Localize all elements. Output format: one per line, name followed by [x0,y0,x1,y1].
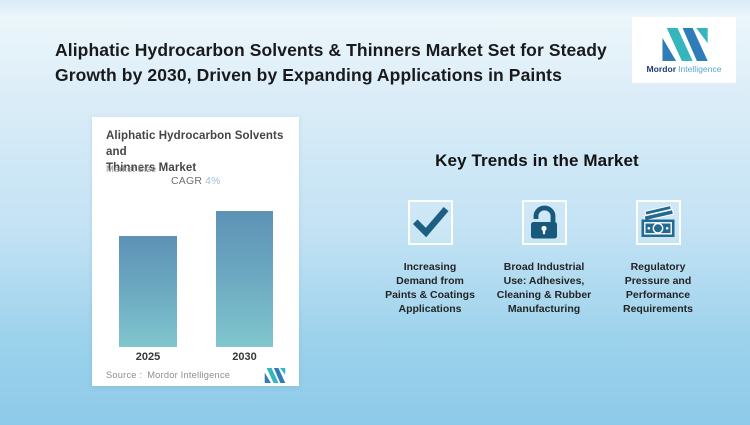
chart-card-title: Aliphatic Hydrocarbon Solvents and Thinn… [106,128,299,176]
trend-text-industrial-use: Broad Industrial Use: Adhesives, Cleanin… [496,261,592,315]
open-lock-icon [531,205,557,238]
x-tick-2030: 2030 [232,351,257,363]
checkmark-icon [412,206,449,237]
chart-card-title-line-1: Aliphatic Hydrocarbon Solvents and [106,130,284,158]
page-title-line-1: Aliphatic Hydrocarbon Solvents & Thinner… [55,40,607,60]
chart-card-subtitle: Market Size [106,164,157,175]
checkmark-icon-box [407,200,453,245]
cagr-value: 4% [205,175,221,187]
mordor-logo-mini-icon [264,367,286,383]
source-value: Mordor Intelligence [147,370,231,380]
banknotes-icon [641,204,675,237]
mordor-intelligence-logo: Mordor Intelligence [632,17,736,83]
trend-columns: Increasing Demand from Paints & Coatings… [374,200,716,316]
banknotes-icon-box [635,200,681,245]
source-attribution: Source : Mordor Intelligence [106,370,230,380]
brand-name-bold: Mordor [646,64,677,74]
chart-card-footer: Source : Mordor Intelligence [106,367,286,383]
cagr-label: CAGR [171,175,203,187]
brand-name-light: Intelligence [678,64,722,74]
bar-2030 [216,211,273,347]
bar-chart-plot-area [92,117,299,347]
x-tick-2025: 2025 [135,351,161,363]
mordor-logo-wordmark: Mordor Intelligence [646,64,721,74]
source-label: Source : [106,370,143,380]
key-trends-heading: Key Trends in the Market [435,151,639,170]
page-title: Aliphatic Hydrocarbon Solvents & Thinner… [55,38,615,88]
chart-card-title-line-2: Thinners Market [106,162,197,174]
trend-item-regulatory: Regulatory Pressure and Performance Requ… [602,200,714,316]
market-size-chart-card: Aliphatic Hydrocarbon Solvents and Thinn… [92,117,299,386]
bar-2025 [119,236,177,347]
trend-item-demand: Increasing Demand from Paints & Coatings… [374,200,486,316]
trend-text-regulatory: Regulatory Pressure and Performance Requ… [622,261,694,315]
trend-item-industrial-use: Broad Industrial Use: Adhesives, Cleanin… [488,200,600,316]
cagr-annotation: CAGR 4% [171,175,221,187]
page-title-line-2: Growth by 2030, Driven by Expanding Appl… [55,65,562,85]
mordor-logo-icon [662,28,708,61]
trend-text-demand: Increasing Demand from Paints & Coatings… [385,261,475,315]
open-lock-icon-box [521,200,567,245]
